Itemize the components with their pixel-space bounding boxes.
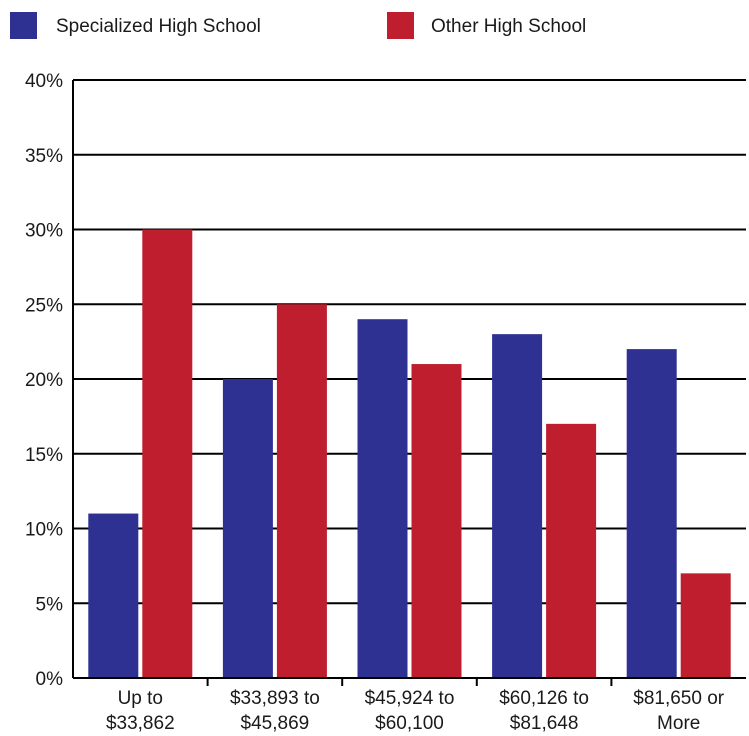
y-tick-label: 10%: [25, 520, 63, 541]
bar-other-2: [276, 304, 327, 678]
bar-specialized-2: [222, 379, 273, 678]
legend-swatch-2: [387, 12, 414, 39]
y-axis-ticks: 0% 5% 10% 15% 20% 25% 30% 35% 40%: [25, 71, 63, 690]
bar-specialized-3: [357, 319, 408, 678]
x-category-label: $60,126 to $81,648: [499, 688, 589, 734]
y-tick-label: 5%: [36, 594, 64, 615]
y-tick-label: 35%: [25, 146, 63, 167]
y-tick-label: 30%: [25, 221, 63, 242]
legend-swatch-1: [10, 12, 37, 39]
legend-label-2: Other High School: [431, 16, 586, 37]
legend: Specialized High School Other High School: [10, 12, 586, 39]
bar-specialized-4: [492, 334, 543, 678]
bar-other-1: [142, 229, 193, 678]
y-tick-label: 0%: [36, 669, 64, 690]
bar-other-4: [546, 423, 597, 678]
axes: [72, 80, 746, 686]
x-axis-labels: Up to $33,862 $33,893 to $45,869 $45,924 to $…: [106, 688, 725, 734]
y-tick-label: 25%: [25, 295, 63, 316]
x-category-label: $81,650 or More: [633, 688, 725, 734]
legend-label-1: Specialized High School: [56, 16, 261, 37]
bar-specialized-1: [88, 513, 139, 678]
x-category-label: $33,893 to $45,869: [230, 688, 320, 734]
bar-other-3: [411, 364, 462, 678]
y-tick-label: 15%: [25, 445, 63, 466]
bars: [88, 229, 731, 678]
y-tick-label: 40%: [25, 71, 63, 92]
bar-other-5: [680, 573, 731, 678]
x-category-label: Up to $33,862: [106, 688, 175, 734]
y-tick-label: 20%: [25, 370, 63, 391]
x-category-label: $45,924 to $60,100: [365, 688, 455, 734]
bar-specialized-5: [626, 349, 677, 678]
